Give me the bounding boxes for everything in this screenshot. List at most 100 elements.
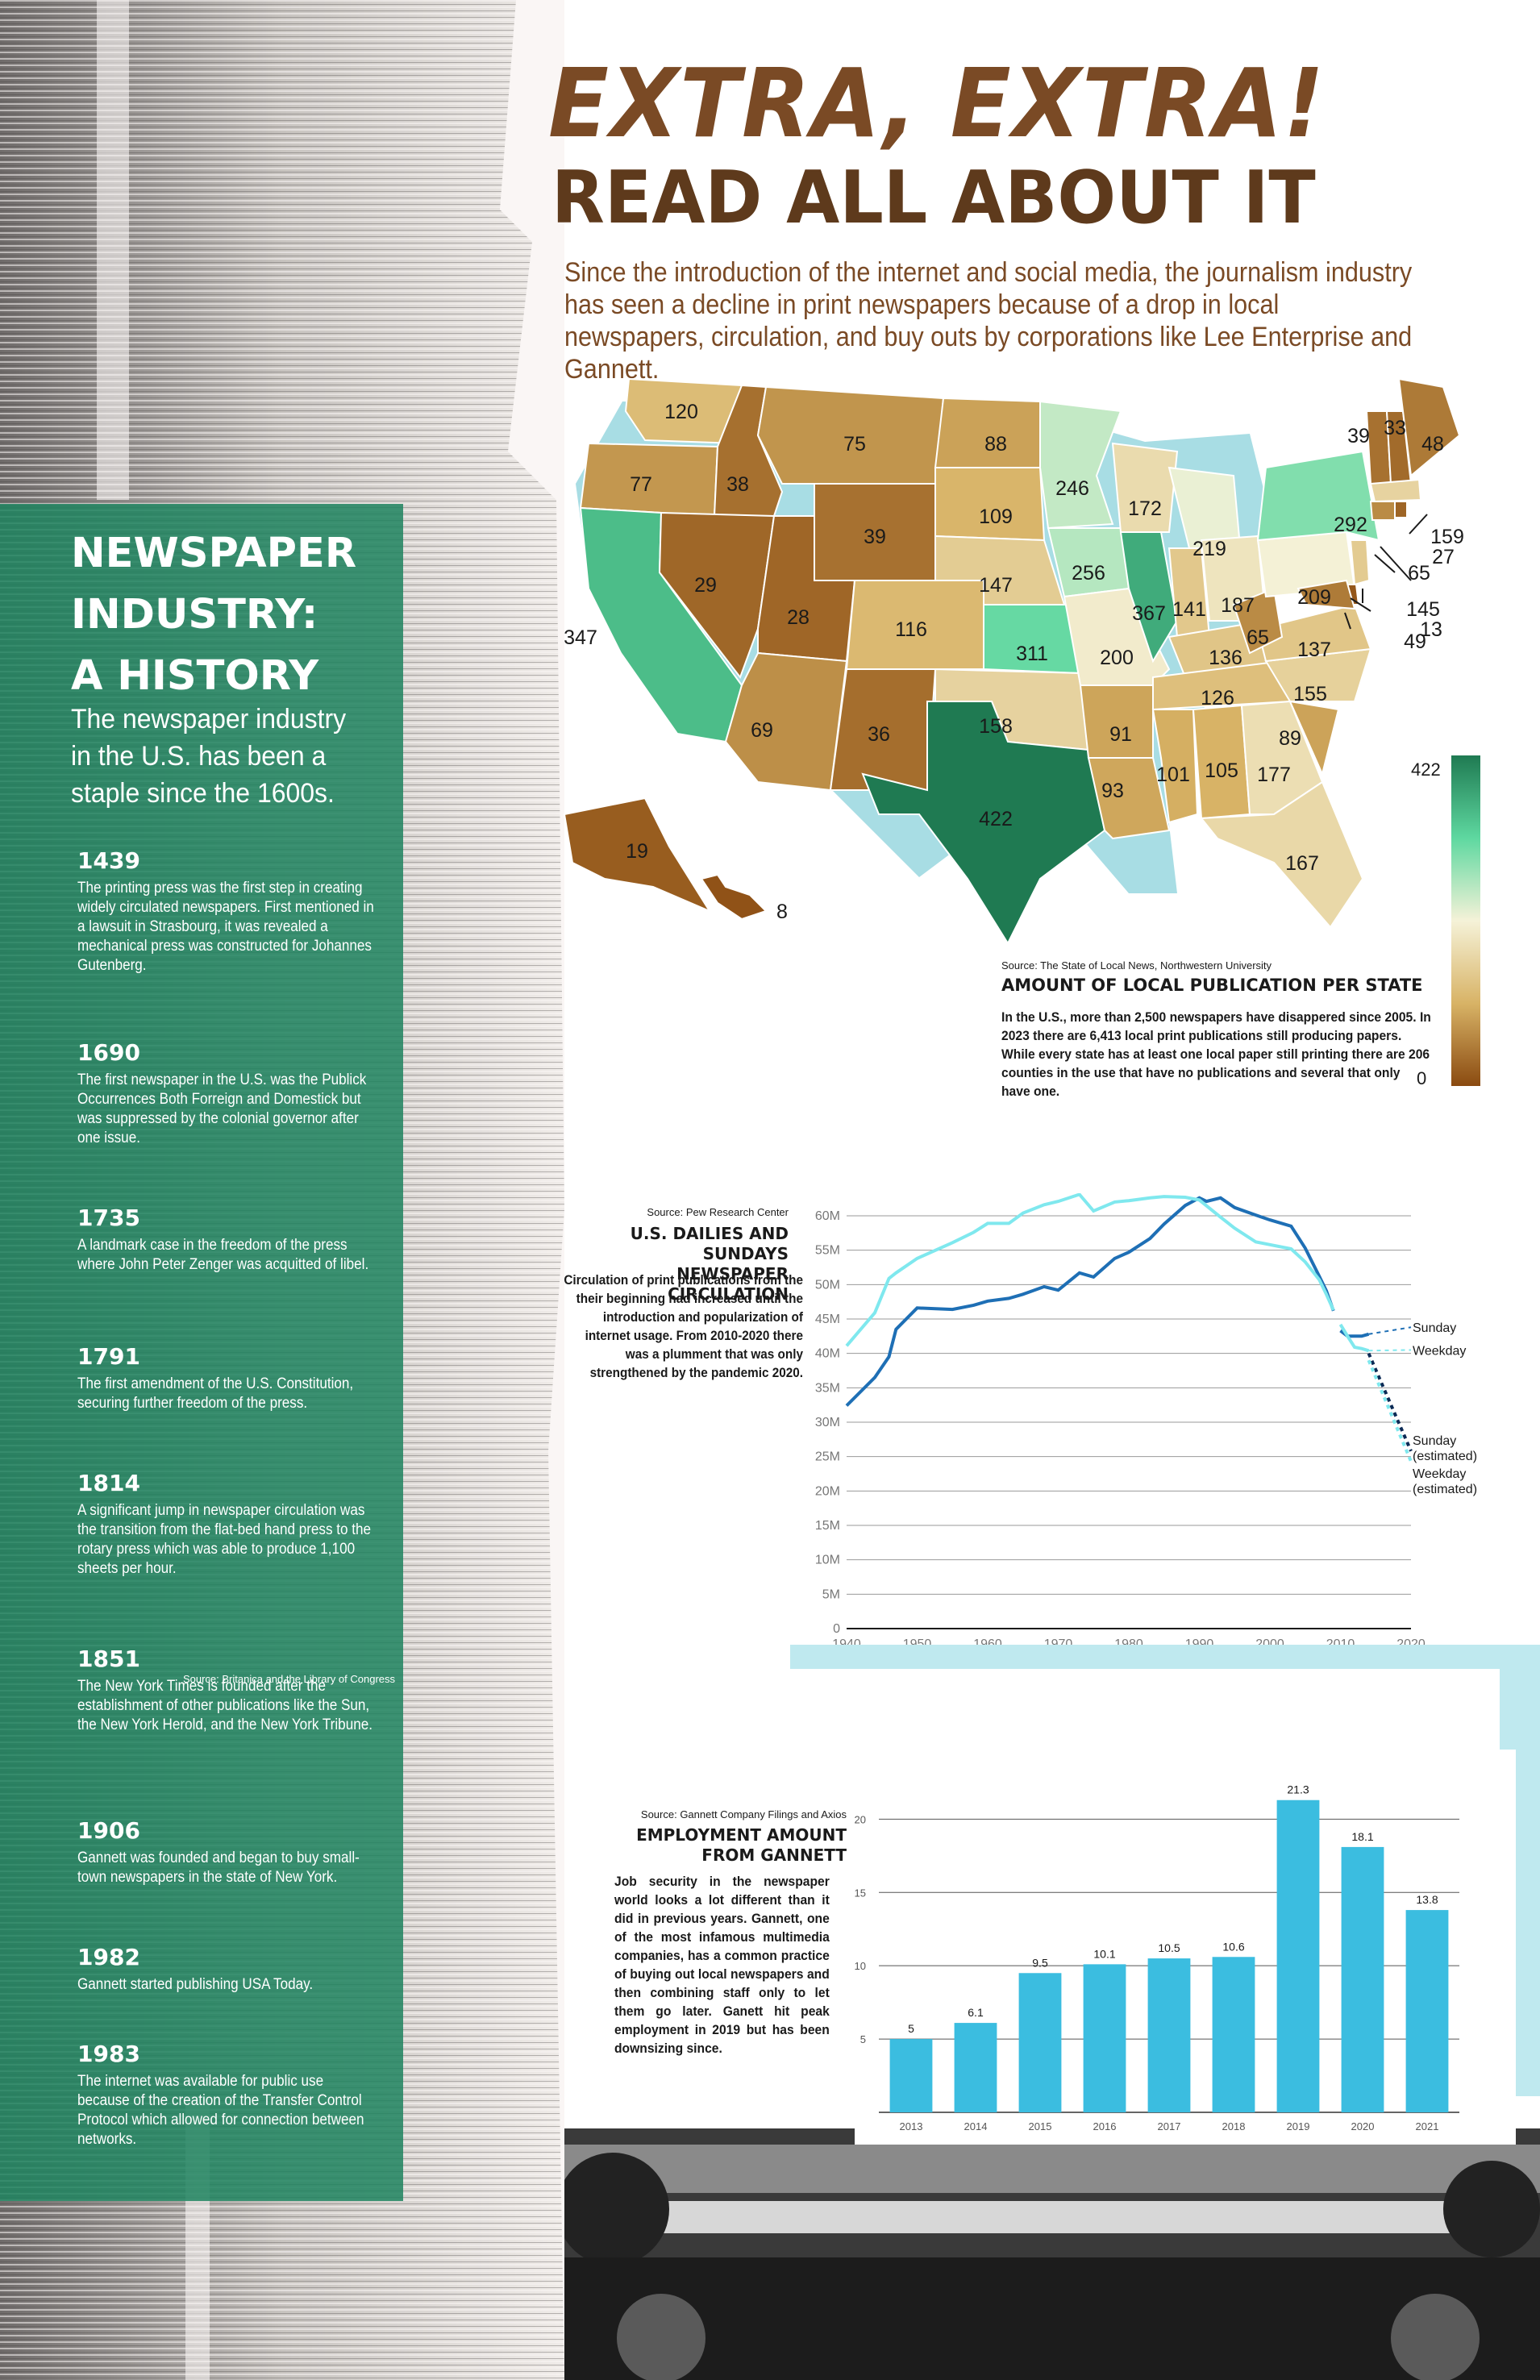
y-tick-label: 10 <box>855 1960 866 1972</box>
x-tick-label: 1980 <box>1114 1637 1143 1645</box>
state-fl <box>1200 780 1364 929</box>
legend-min-label: 0 <box>1417 1068 1427 1088</box>
bar <box>1147 1958 1191 2112</box>
x-tick-label: 1950 <box>903 1637 932 1645</box>
state-hi <box>700 873 768 921</box>
headline-read-all: READ ALL ABOUT IT <box>551 156 1316 240</box>
state-nj <box>1349 539 1371 586</box>
bar-value-label: 18.1 <box>1351 1830 1373 1843</box>
projection-line <box>1368 1326 1412 1335</box>
y-tick-label: 45M <box>815 1313 840 1326</box>
employment-title-line: EMPLOYMENT AMOUNT <box>636 1825 847 1845</box>
x-tick-label: 2017 <box>1158 2120 1181 2132</box>
state-sd <box>934 467 1046 542</box>
state-me <box>1397 377 1461 477</box>
state-value-label: 39 <box>1347 425 1370 447</box>
state-value-label: 137 <box>1297 639 1331 661</box>
state-value-label: 93 <box>1101 780 1124 802</box>
state-value-label: 49 <box>1404 630 1426 653</box>
map-title: AMOUNT OF LOCAL PUBLICATION PER STATE <box>1001 976 1423 995</box>
state-la <box>1087 757 1171 840</box>
state-ct <box>1369 501 1396 521</box>
x-tick-label: 2018 <box>1222 2120 1246 2132</box>
history-title-line: NEWSPAPER <box>71 530 357 577</box>
circulation-description: Circulation of print publications from t… <box>564 1272 803 1380</box>
bar <box>1018 1973 1062 2112</box>
state-value-label: 147 <box>979 574 1013 597</box>
bar <box>1083 1964 1126 2112</box>
state-value-label: 19 <box>626 840 648 863</box>
event-text: Gannett was founded and began to buy sma… <box>77 1849 360 1886</box>
y-tick-label: 30M <box>815 1416 840 1429</box>
state-value-label: 367 <box>1132 602 1166 625</box>
state-value-label: 89 <box>1279 727 1301 750</box>
x-tick-label: 1990 <box>1185 1637 1214 1645</box>
bar-value-label: 6.1 <box>968 2006 984 2019</box>
event-year: 1439 <box>77 847 140 874</box>
bar-value-label: 10.5 <box>1158 1941 1180 1954</box>
y-tick-label: 20 <box>855 1813 866 1825</box>
state-md <box>1297 579 1356 610</box>
y-tick-label: 40M <box>815 1347 840 1361</box>
history-source: Source: Britanica and the Library of Con… <box>182 1673 395 1685</box>
timeline-event: 1791 The first amendment of the U.S. Con… <box>77 1342 376 1413</box>
state-value-label: 311 <box>1016 643 1048 665</box>
state-value-label: 65 <box>1247 626 1269 649</box>
state-value-label: 347 <box>564 626 597 649</box>
state-value-label: 120 <box>664 401 698 423</box>
timeline-event: 1690 The first newspaper in the U.S. was… <box>77 1038 376 1148</box>
state-tx <box>861 701 1106 943</box>
state-value-label: 116 <box>895 618 927 641</box>
state-ma <box>1369 478 1422 503</box>
state-value-label: 200 <box>1100 647 1134 669</box>
bar-value-label: 13.8 <box>1416 1893 1438 1906</box>
state-value-label: 256 <box>1072 562 1105 585</box>
state-mn <box>1039 400 1122 530</box>
circulation-line-chart: 0 5M 10M 15M 20M 25M 30M 35M 40M 45M 50M 55M 60M 1940… <box>815 1193 1477 1645</box>
event-year: 1982 <box>77 1944 140 1970</box>
series-line-weekday <box>1338 1323 1370 1353</box>
bar-value-label: 5 <box>908 2022 914 2035</box>
event-year: 1735 <box>77 1205 140 1231</box>
circulation-title-line: U.S. DAILIES AND SUNDAYS <box>630 1224 789 1263</box>
state-value-label: 105 <box>1205 759 1238 782</box>
state-value-label: 136 <box>1209 647 1242 669</box>
state-value-label: 292 <box>1334 514 1367 536</box>
state-value-label: 77 <box>630 473 652 496</box>
event-text: The printing press was the first step in… <box>77 880 374 974</box>
state-value-label: 39 <box>864 526 886 548</box>
y-tick-label: 60M <box>815 1209 840 1223</box>
x-tick-label: 2015 <box>1029 2120 1052 2132</box>
state-value-label: 33 <box>1384 417 1406 439</box>
employment-description: Job security in the newspaper world look… <box>614 1874 830 2056</box>
state-value-label: 126 <box>1201 687 1234 709</box>
state-value-label: 158 <box>979 715 1013 738</box>
state-value-label: 13 <box>1420 618 1442 641</box>
y-tick-label: 0 <box>833 1622 840 1636</box>
y-tick-label: 55M <box>815 1244 840 1258</box>
state-value-label: 187 <box>1221 594 1255 617</box>
employment-bar-chart: 5 10 15 20 5 2013 6.1 2014 9.5 2015 10.1 2016 10.5 20… <box>855 1783 1459 2132</box>
map-description: In the U.S., more than 2,500 newspapers … <box>1001 1009 1431 1099</box>
x-tick-label: 2013 <box>900 2120 923 2132</box>
state-value-label: 209 <box>1297 586 1331 609</box>
state-ri <box>1394 501 1408 518</box>
employment-source: Source: Gannett Company Filings and Axio… <box>640 1808 847 1820</box>
bar <box>1276 1800 1320 2112</box>
state-value-label: 167 <box>1285 852 1319 875</box>
employment-title: EMPLOYMENT AMOUNT FROM GANNETT <box>597 1825 847 1866</box>
state-value-label: 159 <box>1430 526 1464 548</box>
timeline-event: 1906 Gannett was founded and began to bu… <box>77 1816 376 1887</box>
us-choropleth-map: 120 77 347 38 29 75 39 28 69 116 36 88 109 147 311 158 4… <box>563 377 1464 943</box>
headline-extra: EXTRA, EXTRA! <box>548 48 1326 159</box>
state-value-label: 88 <box>984 433 1007 456</box>
legend-label: Sunday <box>1413 1321 1456 1335</box>
x-tick-label: 2020 <box>1351 2120 1375 2132</box>
timeline-event: 1439 The printing press was the first st… <box>77 847 376 976</box>
state-value-label: 38 <box>726 473 749 496</box>
state-sc <box>1288 700 1340 777</box>
y-tick-label: 20M <box>815 1484 840 1498</box>
event-year: 1983 <box>77 2041 140 2067</box>
state-ak <box>563 797 712 913</box>
x-tick-label: 2020 <box>1396 1637 1426 1645</box>
